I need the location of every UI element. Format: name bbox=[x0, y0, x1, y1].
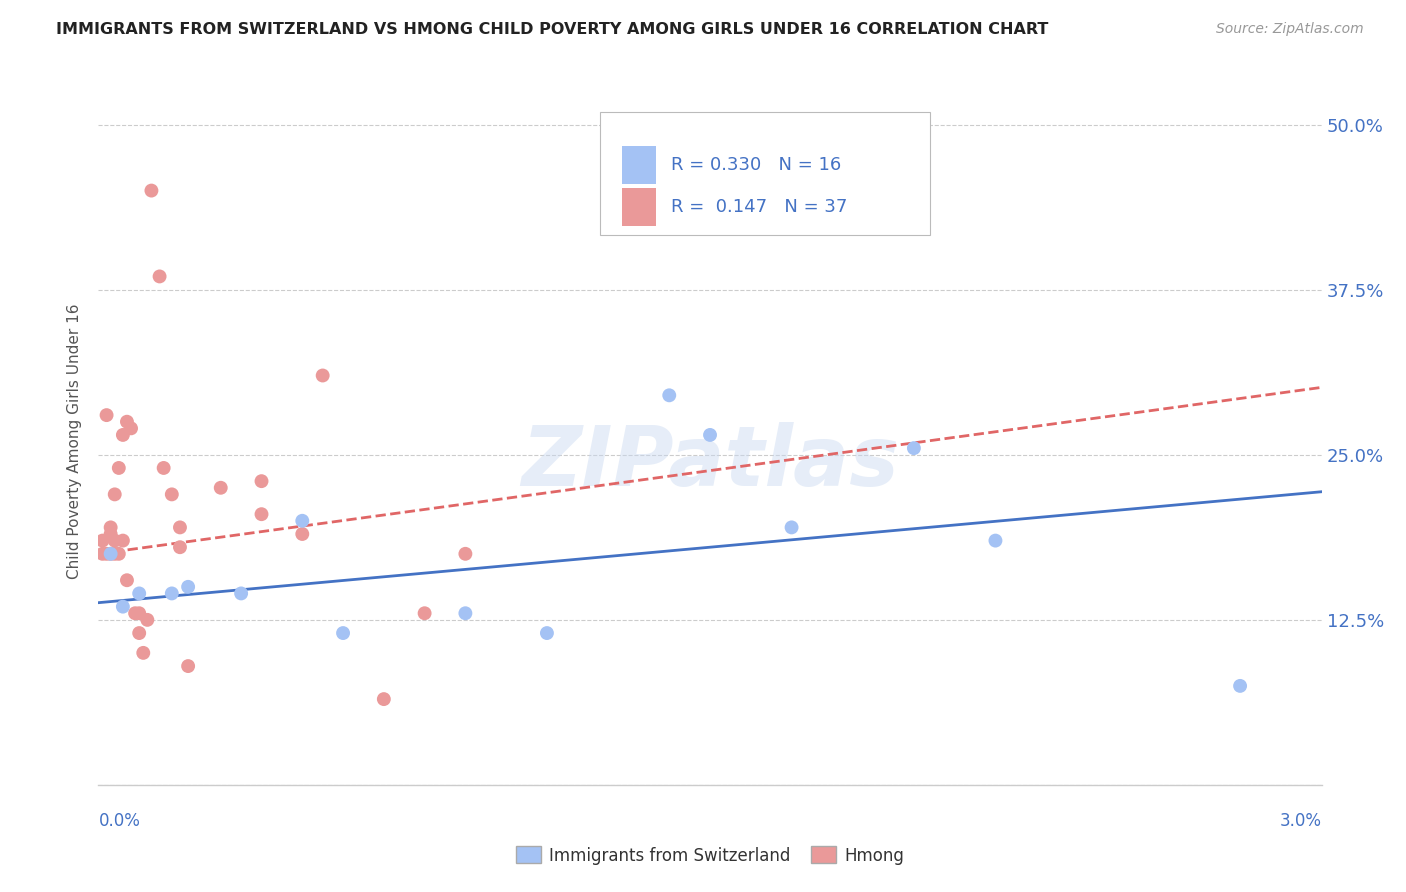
Point bbox=[141, 184, 163, 198]
Point bbox=[115, 415, 138, 429]
Point bbox=[291, 514, 314, 528]
Point bbox=[984, 533, 1007, 548]
Text: ZIPatlas: ZIPatlas bbox=[522, 422, 898, 503]
Point bbox=[780, 520, 803, 534]
Point bbox=[160, 487, 183, 501]
Point bbox=[111, 428, 134, 442]
Point bbox=[108, 461, 131, 475]
Point bbox=[373, 692, 395, 706]
Point bbox=[169, 540, 191, 554]
Text: IMMIGRANTS FROM SWITZERLAND VS HMONG CHILD POVERTY AMONG GIRLS UNDER 16 CORRELAT: IMMIGRANTS FROM SWITZERLAND VS HMONG CHI… bbox=[56, 22, 1049, 37]
Point bbox=[136, 613, 159, 627]
Point bbox=[536, 626, 558, 640]
Point bbox=[454, 547, 477, 561]
Point bbox=[169, 520, 191, 534]
Point bbox=[1229, 679, 1251, 693]
Point bbox=[231, 586, 253, 600]
Text: 0.0%: 0.0% bbox=[98, 813, 141, 830]
Bar bbox=[621, 187, 657, 226]
Point bbox=[111, 599, 134, 614]
Point bbox=[332, 626, 354, 640]
Point bbox=[96, 547, 118, 561]
Point bbox=[311, 368, 335, 383]
Legend: Immigrants from Switzerland, Hmong: Immigrants from Switzerland, Hmong bbox=[510, 841, 910, 870]
Point bbox=[454, 607, 477, 621]
Point bbox=[209, 481, 232, 495]
Point bbox=[111, 533, 134, 548]
Point bbox=[250, 507, 273, 521]
Point bbox=[100, 547, 122, 561]
Point bbox=[100, 527, 122, 541]
Point bbox=[128, 626, 150, 640]
Point bbox=[124, 607, 146, 621]
Point bbox=[104, 487, 127, 501]
Point bbox=[108, 547, 131, 561]
Point bbox=[160, 586, 183, 600]
Point bbox=[149, 269, 172, 284]
Point bbox=[903, 441, 925, 455]
Bar bbox=[621, 146, 657, 184]
Point bbox=[177, 659, 200, 673]
Point bbox=[91, 547, 114, 561]
Point bbox=[96, 408, 118, 422]
Point bbox=[658, 388, 681, 402]
Point bbox=[250, 474, 273, 488]
Point bbox=[128, 586, 150, 600]
Text: R =  0.147   N = 37: R = 0.147 N = 37 bbox=[671, 198, 848, 216]
Point bbox=[104, 533, 127, 548]
Point bbox=[100, 520, 122, 534]
Point bbox=[177, 580, 200, 594]
Point bbox=[128, 607, 150, 621]
Point bbox=[699, 428, 721, 442]
Point bbox=[91, 533, 114, 548]
Text: 3.0%: 3.0% bbox=[1279, 813, 1322, 830]
Text: Source: ZipAtlas.com: Source: ZipAtlas.com bbox=[1216, 22, 1364, 37]
Point bbox=[104, 547, 127, 561]
Point bbox=[132, 646, 155, 660]
Point bbox=[115, 573, 138, 587]
Point bbox=[413, 607, 436, 621]
Point bbox=[120, 421, 142, 435]
Point bbox=[152, 461, 174, 475]
Point bbox=[100, 547, 122, 561]
Text: R = 0.330   N = 16: R = 0.330 N = 16 bbox=[671, 156, 841, 174]
Point bbox=[291, 527, 314, 541]
FancyBboxPatch shape bbox=[600, 112, 931, 235]
Y-axis label: Child Poverty Among Girls Under 16: Child Poverty Among Girls Under 16 bbox=[67, 304, 83, 579]
